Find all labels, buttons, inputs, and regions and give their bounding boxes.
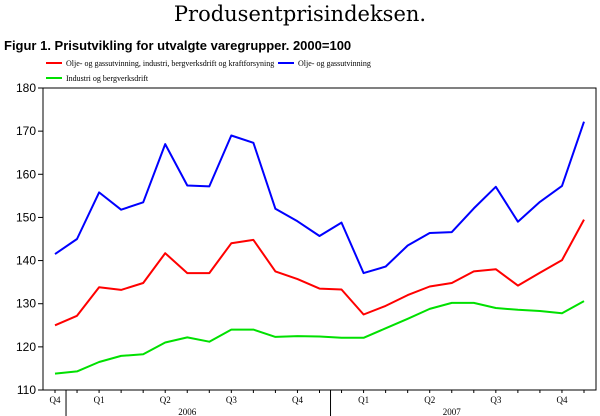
legend-label: Olje- og gassutvinning [298,59,371,68]
year-label: 2007 [443,407,462,416]
y-tick-label: 150 [16,210,36,224]
figure-title: Figur 1. Prisutvikling for utvalgte vare… [4,38,352,53]
legend: Olje- og gassutvinning, industri, bergve… [46,59,371,83]
x-tick-label: Q2 [160,395,171,405]
x-tick-label: Q4 [556,395,567,405]
series-line [54,219,585,327]
y-tick-label: 180 [16,81,36,95]
x-tick-label: Q1 [94,395,105,405]
plot-area-frame [42,87,597,391]
y-tick-label: 160 [16,167,36,181]
y-tick-label: 120 [16,340,36,354]
x-tick-label: Q3 [226,395,237,405]
series-lines [54,121,585,375]
y-axis: 110 120 130 140 150 160 170 180 [16,81,43,397]
series-line [54,121,585,275]
x-tick-label: Q2 [424,395,435,405]
y-tick-label: 130 [16,297,36,311]
x-axis: Q4 Q1 Q2 Q3 Q4 Q1 Q2 Q3 Q4 2006 2007 [50,390,585,416]
legend-label: Olje- og gassutvinning, industri, bergve… [66,59,274,68]
series-line [54,300,585,375]
year-label: 2006 [178,407,197,416]
y-tick-label: 170 [16,124,36,138]
x-tick-label: Q1 [358,395,369,405]
y-tick-label: 110 [17,383,36,397]
x-tick-label: Q4 [292,395,303,405]
y-tick-label: 140 [16,254,36,268]
x-tick-label: Q3 [490,395,501,405]
page-heading: Produsentprisindeksen. [173,2,427,26]
x-tick-label: Q4 [50,395,61,405]
legend-label: Industri og bergverksdrift [66,74,149,83]
